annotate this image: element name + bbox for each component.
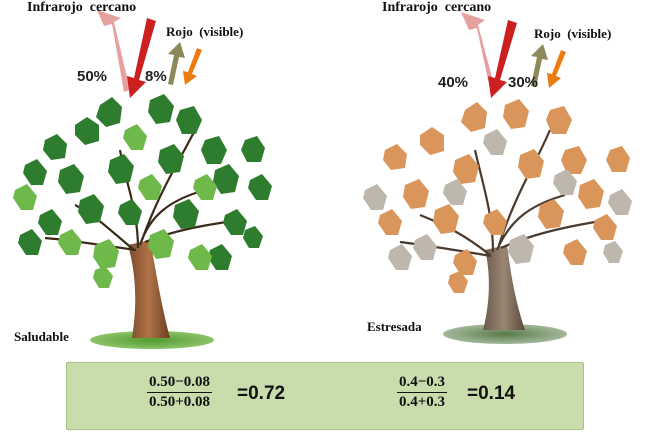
stressed-status-label: Estresada xyxy=(367,319,422,334)
stressed-incoming-arrow xyxy=(488,20,517,98)
stressed-red-incoming-arrow xyxy=(547,50,566,88)
ndvi-formula-panel: 0.50−0.08 0.50+0.08 =0.72 0.4−0.3 0.4+0.… xyxy=(66,362,584,430)
healthy-red-label: Rojo (visible) xyxy=(166,24,244,39)
healthy-incoming-arrow xyxy=(127,18,156,98)
healthy-red-incoming-arrow xyxy=(183,48,202,85)
healthy-nir-label: Infrarojo cercano xyxy=(27,0,137,15)
stressed-red-label: Rojo (visible) xyxy=(534,26,612,41)
healthy-ndvi-result: =0.72 xyxy=(237,383,286,404)
healthy-ground xyxy=(90,331,214,349)
healthy-canopy xyxy=(13,94,272,288)
healthy-red-reflected-arrow xyxy=(168,42,185,85)
stressed-ndvi-fraction: 0.4−0.3 0.4+0.3 xyxy=(397,373,448,412)
stressed-nir-label: Infrarojo cercano xyxy=(382,0,492,15)
healthy-ndvi-denominator: 0.50+0.08 xyxy=(149,394,211,410)
stressed-trunk xyxy=(483,245,525,330)
healthy-arrows xyxy=(97,10,202,98)
stressed-ndvi-denominator: 0.4+0.3 xyxy=(399,394,446,410)
healthy-trunk xyxy=(128,240,170,338)
healthy-status-label: Saludable xyxy=(14,329,69,344)
stressed-red-reflected-arrow xyxy=(531,44,548,87)
stressed-ndvi-result: =0.14 xyxy=(467,383,516,404)
stressed-canopy xyxy=(363,99,632,293)
stressed-nir-pct: 40% xyxy=(438,74,469,91)
stressed-nir-reflected-arrow xyxy=(461,12,496,94)
stressed-ndvi-numerator: 0.4−0.3 xyxy=(397,373,448,393)
healthy-red-pct: 8% xyxy=(145,68,167,85)
healthy-nir-reflected-arrow xyxy=(97,10,130,92)
stressed-tree-illustration xyxy=(363,99,632,344)
stressed-ground xyxy=(443,324,567,344)
healthy-tree-illustration xyxy=(13,94,272,349)
healthy-nir-pct: 50% xyxy=(77,68,108,85)
healthy-ndvi-numerator: 0.50−0.08 xyxy=(147,373,213,393)
stressed-arrows xyxy=(461,12,566,98)
healthy-ndvi-fraction: 0.50−0.08 0.50+0.08 xyxy=(147,373,213,412)
stressed-red-pct: 30% xyxy=(508,74,539,91)
